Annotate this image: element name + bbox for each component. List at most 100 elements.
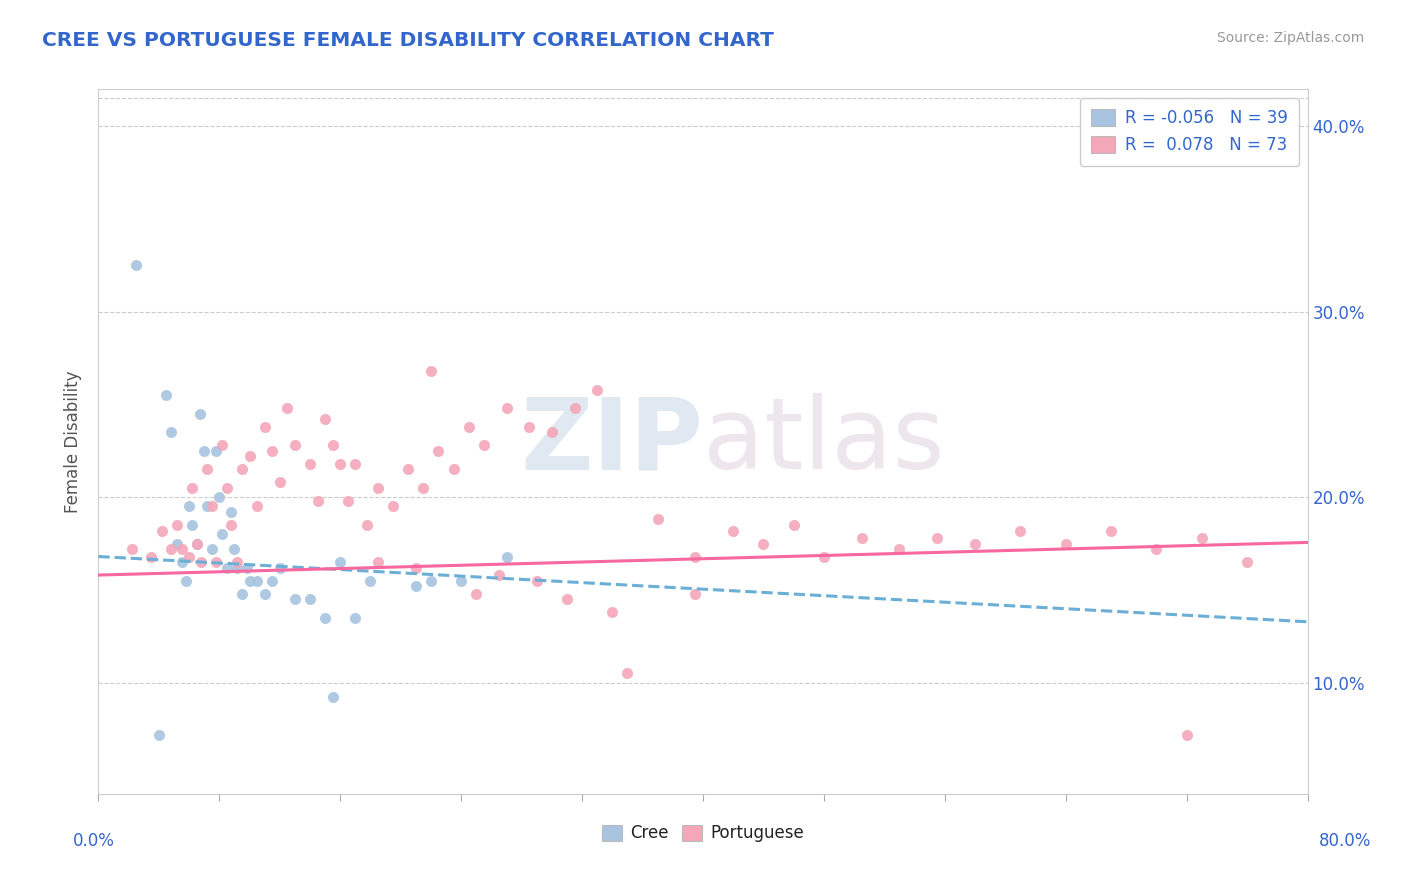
Point xyxy=(193,443,215,458)
Point xyxy=(181,518,204,533)
Point xyxy=(121,542,143,557)
Point xyxy=(246,500,269,514)
Point xyxy=(344,610,367,624)
Point xyxy=(723,524,745,538)
Point xyxy=(396,462,419,476)
Point xyxy=(307,494,329,508)
Text: atlas: atlas xyxy=(703,393,945,490)
Point xyxy=(1054,536,1077,550)
Point xyxy=(322,438,344,452)
Point xyxy=(329,555,352,569)
Point xyxy=(851,531,873,545)
Text: 80.0%: 80.0% xyxy=(1319,832,1372,850)
Point xyxy=(314,412,336,426)
Point xyxy=(166,518,188,533)
Point xyxy=(299,457,322,471)
Point xyxy=(1191,531,1213,545)
Point xyxy=(239,450,262,464)
Point xyxy=(540,425,562,440)
Point xyxy=(1144,542,1167,557)
Point xyxy=(215,481,238,495)
Point xyxy=(356,518,378,533)
Point xyxy=(269,475,291,490)
Point xyxy=(205,555,228,569)
Point xyxy=(314,610,336,624)
Point xyxy=(284,592,307,607)
Point xyxy=(160,542,183,557)
Point xyxy=(420,364,443,378)
Point xyxy=(685,586,707,600)
Point xyxy=(276,401,298,416)
Point xyxy=(205,443,228,458)
Point xyxy=(1175,727,1198,741)
Point xyxy=(783,518,806,533)
Point xyxy=(685,549,707,564)
Point xyxy=(226,560,249,574)
Point xyxy=(420,574,443,588)
Point xyxy=(170,542,193,557)
Point xyxy=(517,419,540,434)
Point xyxy=(564,401,586,416)
Point xyxy=(179,549,201,564)
Point xyxy=(211,527,233,541)
Point xyxy=(367,481,389,495)
Point xyxy=(201,542,224,557)
Point xyxy=(488,568,510,582)
Point xyxy=(427,443,450,458)
Point xyxy=(1099,524,1122,538)
Point xyxy=(221,505,243,519)
Point xyxy=(215,560,238,574)
Point xyxy=(188,407,211,421)
Point xyxy=(412,481,434,495)
Point xyxy=(965,536,987,550)
Point xyxy=(269,560,291,574)
Point xyxy=(262,574,284,588)
Legend: Cree, Portuguese: Cree, Portuguese xyxy=(595,818,811,849)
Point xyxy=(1010,524,1032,538)
Point xyxy=(405,560,427,574)
Point xyxy=(239,574,262,588)
Point xyxy=(405,579,427,593)
Point xyxy=(166,536,188,550)
Point xyxy=(155,388,177,402)
Point xyxy=(226,555,249,569)
Point xyxy=(231,586,253,600)
Point xyxy=(382,500,405,514)
Point xyxy=(284,438,307,452)
Point xyxy=(148,727,170,741)
Point xyxy=(616,666,638,681)
Point xyxy=(299,592,322,607)
Point xyxy=(465,586,488,600)
Point xyxy=(889,542,911,557)
Point xyxy=(322,690,344,705)
Point xyxy=(186,536,208,550)
Point xyxy=(813,549,835,564)
Point xyxy=(1236,555,1258,569)
Point xyxy=(253,419,276,434)
Point xyxy=(231,462,253,476)
Point xyxy=(174,574,197,588)
Point xyxy=(125,258,148,272)
Point xyxy=(602,605,624,619)
Point xyxy=(211,438,233,452)
Point xyxy=(224,542,246,557)
Point xyxy=(150,524,173,538)
Point xyxy=(495,401,517,416)
Text: 0.0%: 0.0% xyxy=(73,832,115,850)
Point xyxy=(526,574,548,588)
Point xyxy=(495,549,517,564)
Point xyxy=(443,462,465,476)
Text: CREE VS PORTUGUESE FEMALE DISABILITY CORRELATION CHART: CREE VS PORTUGUESE FEMALE DISABILITY COR… xyxy=(42,31,775,50)
Point xyxy=(253,586,276,600)
Point xyxy=(181,481,204,495)
Text: Source: ZipAtlas.com: Source: ZipAtlas.com xyxy=(1216,31,1364,45)
Text: ZIP: ZIP xyxy=(520,393,703,490)
Point xyxy=(190,555,212,569)
Point xyxy=(195,462,218,476)
Point xyxy=(927,531,949,545)
Point xyxy=(201,500,224,514)
Point xyxy=(208,490,231,504)
Point xyxy=(246,574,269,588)
Point xyxy=(160,425,183,440)
Point xyxy=(170,555,193,569)
